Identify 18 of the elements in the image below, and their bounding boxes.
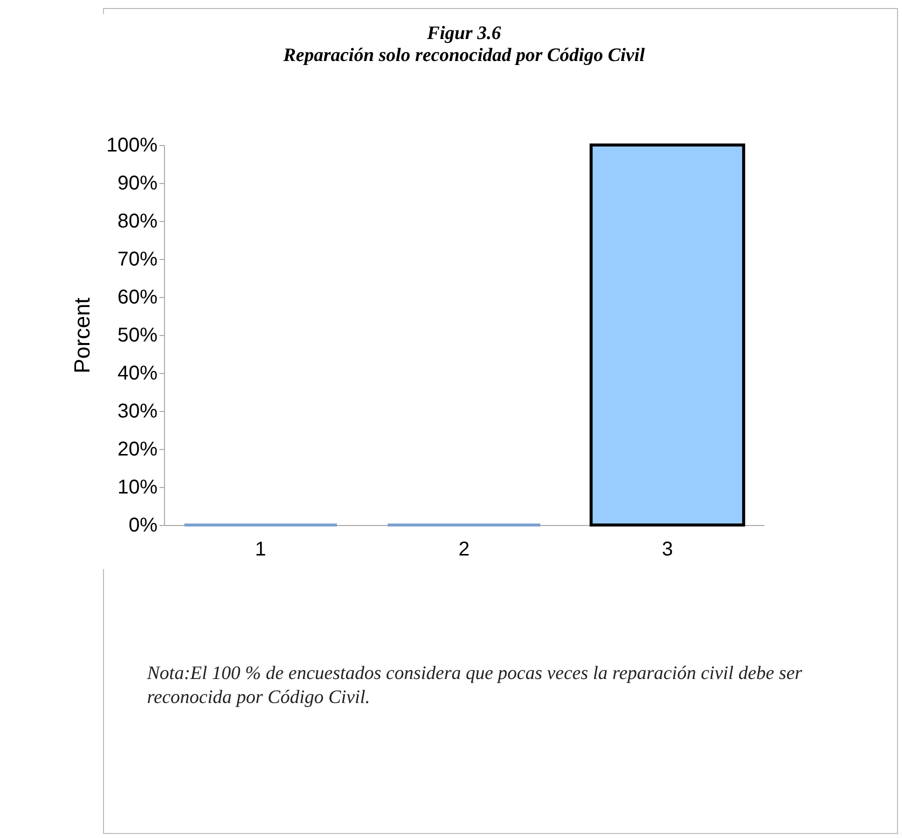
y-tick-label: 30% [117,400,158,422]
y-tick-label: 50% [117,324,158,346]
y-tick-label: 80% [117,210,158,232]
y-tick-label: 60% [117,286,158,308]
y-tick-label: 40% [117,362,158,384]
y-tick-label: 70% [117,248,158,270]
y-tick-label: 90% [117,172,158,194]
y-tick-label: 20% [117,438,158,460]
chart-title: Figur 3.6 [426,23,502,44]
x-tick-label: 3 [662,538,673,560]
y-tick-label: 0% [128,514,158,536]
y-axis-title: Porcent [69,298,94,374]
y-tick-label: 10% [117,476,158,498]
text: Nota:El 100 % de encuestados considera que pocas veces la reparación civil debe ser reconocida por Código Civil. [147,662,804,710]
chart-subtitle: Reparación solo reconocidad por Código Civil [282,45,646,66]
y-tick-label: 100% [106,134,158,156]
x-tick-label: 1 [255,538,266,560]
x-tick-label: 2 [458,538,470,560]
